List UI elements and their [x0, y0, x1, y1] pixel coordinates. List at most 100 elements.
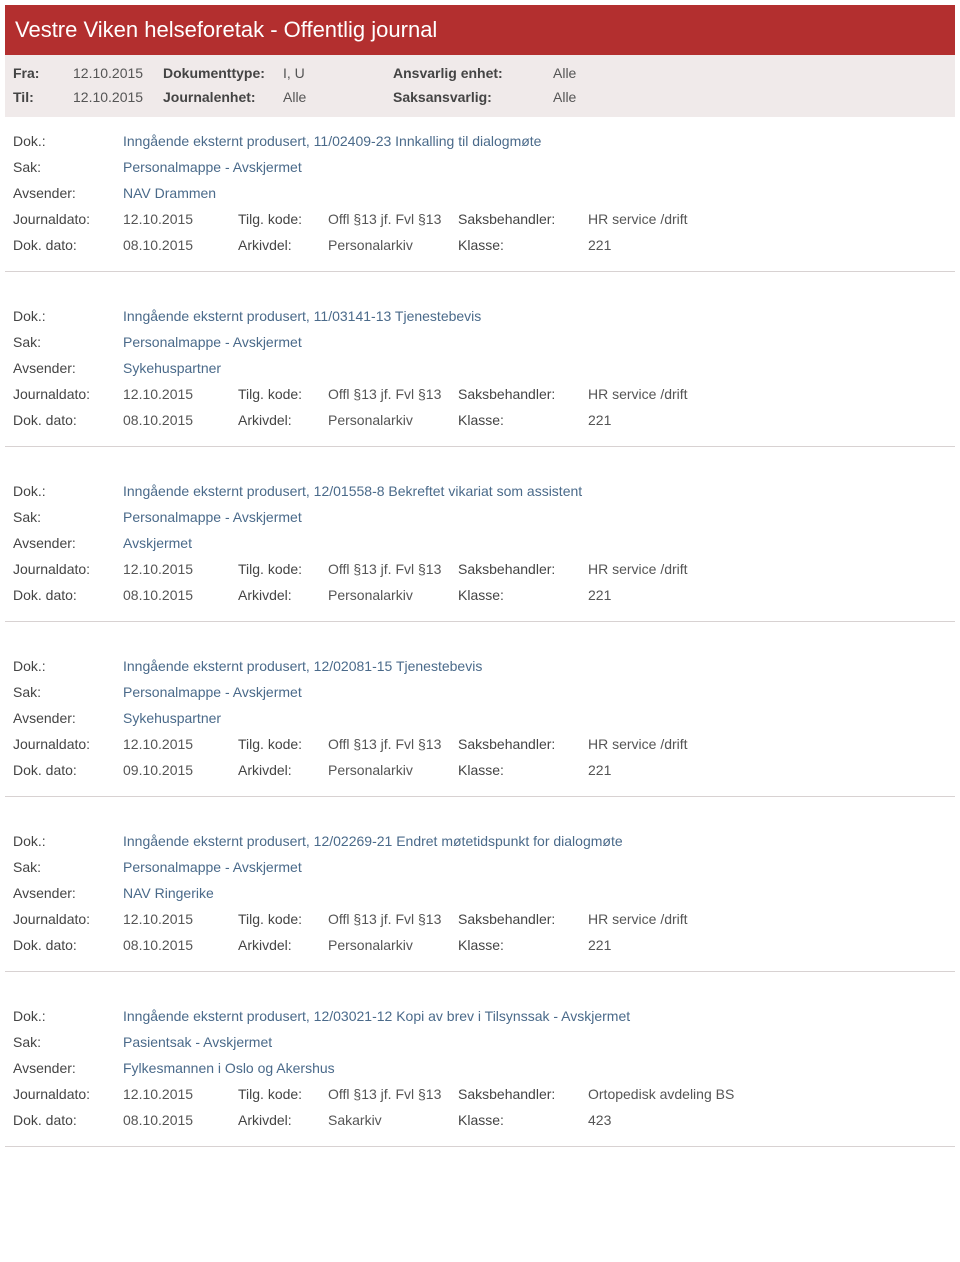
ansvarlig-value: Alle — [553, 65, 673, 81]
arkivdel-label: Arkivdel: — [238, 412, 328, 428]
saksbehandler-label: Saksbehandler: — [458, 211, 588, 227]
tilgkode-label: Tilg. kode: — [238, 736, 328, 752]
saksansvarlig-value: Alle — [553, 89, 673, 105]
entry-gap — [5, 447, 955, 467]
dokdato-value: 08.10.2015 — [123, 412, 238, 428]
arkivdel-label: Arkivdel: — [238, 1112, 328, 1128]
entry-gap — [5, 972, 955, 992]
avsender-label: Avsender: — [13, 360, 123, 376]
entries-container: Dok.: Inngående eksternt produsert, 11/0… — [5, 117, 955, 1147]
saksbehandler-value: HR service /drift — [588, 561, 758, 577]
dok-value[interactable]: Inngående eksternt produsert, 12/02269-2… — [123, 833, 947, 849]
journaldato-label: Journaldato: — [13, 211, 123, 227]
tilgkode-label: Tilg. kode: — [238, 386, 328, 402]
dok-label: Dok.: — [13, 1008, 123, 1024]
tilgkode-value: Offl §13 jf. Fvl §13 — [328, 736, 458, 752]
saksbehandler-value: HR service /drift — [588, 911, 758, 927]
sak-label: Sak: — [13, 159, 123, 175]
sak-label: Sak: — [13, 334, 123, 350]
journaldato-value: 12.10.2015 — [123, 1086, 238, 1102]
tilgkode-value: Offl §13 jf. Fvl §13 — [328, 1086, 458, 1102]
avsender-value: NAV Ringerike — [123, 885, 947, 901]
dokdato-value: 08.10.2015 — [123, 1112, 238, 1128]
journal-entry: Dok.: Inngående eksternt produsert, 12/0… — [5, 992, 955, 1147]
klasse-label: Klasse: — [458, 937, 588, 953]
dok-label: Dok.: — [13, 483, 123, 499]
saksbehandler-value: Ortopedisk avdeling BS — [588, 1086, 758, 1102]
avsender-value: Sykehuspartner — [123, 710, 947, 726]
dok-value[interactable]: Inngående eksternt produsert, 11/03141-1… — [123, 308, 947, 324]
entry-gap — [5, 622, 955, 642]
tilgkode-label: Tilg. kode: — [238, 1086, 328, 1102]
tilgkode-label: Tilg. kode: — [238, 211, 328, 227]
avsender-label: Avsender: — [13, 710, 123, 726]
tilgkode-value: Offl §13 jf. Fvl §13 — [328, 561, 458, 577]
journalenhet-label: Journalenhet: — [163, 89, 283, 105]
sak-value[interactable]: Pasientsak - Avskjermet — [123, 1034, 947, 1050]
journaldato-value: 12.10.2015 — [123, 736, 238, 752]
arkivdel-value: Personalarkiv — [328, 587, 458, 603]
sak-value[interactable]: Personalmappe - Avskjermet — [123, 159, 947, 175]
journaldato-label: Journaldato: — [13, 386, 123, 402]
avsender-label: Avsender: — [13, 185, 123, 201]
arkivdel-value: Personalarkiv — [328, 762, 458, 778]
dokdato-label: Dok. dato: — [13, 587, 123, 603]
sak-label: Sak: — [13, 684, 123, 700]
tilgkode-value: Offl §13 jf. Fvl §13 — [328, 211, 458, 227]
sak-label: Sak: — [13, 859, 123, 875]
saksbehandler-label: Saksbehandler: — [458, 736, 588, 752]
dokdato-value: 09.10.2015 — [123, 762, 238, 778]
fra-value: 12.10.2015 — [73, 65, 163, 81]
tilgkode-label: Tilg. kode: — [238, 561, 328, 577]
klasse-value: 423 — [588, 1112, 758, 1128]
sak-label: Sak: — [13, 509, 123, 525]
klasse-value: 221 — [588, 937, 758, 953]
dok-value[interactable]: Inngående eksternt produsert, 12/03021-1… — [123, 1008, 947, 1024]
sak-value[interactable]: Personalmappe - Avskjermet — [123, 684, 947, 700]
dok-label: Dok.: — [13, 133, 123, 149]
journaldato-value: 12.10.2015 — [123, 561, 238, 577]
klasse-label: Klasse: — [458, 412, 588, 428]
dok-value[interactable]: Inngående eksternt produsert, 11/02409-2… — [123, 133, 947, 149]
dok-label: Dok.: — [13, 833, 123, 849]
arkivdel-label: Arkivdel: — [238, 237, 328, 253]
dokdato-label: Dok. dato: — [13, 762, 123, 778]
saksbehandler-label: Saksbehandler: — [458, 386, 588, 402]
journaldato-label: Journaldato: — [13, 1086, 123, 1102]
dok-value[interactable]: Inngående eksternt produsert, 12/01558-8… — [123, 483, 947, 499]
saksbehandler-label: Saksbehandler: — [458, 911, 588, 927]
klasse-label: Klasse: — [458, 237, 588, 253]
journal-page: Vestre Viken helseforetak - Offentlig jo… — [0, 0, 960, 1152]
journal-entry: Dok.: Inngående eksternt produsert, 11/0… — [5, 117, 955, 272]
avsender-value: NAV Drammen — [123, 185, 947, 201]
journaldato-label: Journaldato: — [13, 561, 123, 577]
saksbehandler-value: HR service /drift — [588, 386, 758, 402]
til-label: Til: — [13, 89, 73, 105]
sak-value[interactable]: Personalmappe - Avskjermet — [123, 334, 947, 350]
journaldato-label: Journaldato: — [13, 911, 123, 927]
dokdato-value: 08.10.2015 — [123, 937, 238, 953]
journal-entry: Dok.: Inngående eksternt produsert, 12/0… — [5, 817, 955, 972]
klasse-label: Klasse: — [458, 587, 588, 603]
tilgkode-label: Tilg. kode: — [238, 911, 328, 927]
journaldato-value: 12.10.2015 — [123, 211, 238, 227]
arkivdel-label: Arkivdel: — [238, 937, 328, 953]
avsender-label: Avsender: — [13, 885, 123, 901]
arkivdel-value: Personalarkiv — [328, 937, 458, 953]
klasse-value: 221 — [588, 237, 758, 253]
sak-value[interactable]: Personalmappe - Avskjermet — [123, 859, 947, 875]
saksbehandler-value: HR service /drift — [588, 736, 758, 752]
dokdato-value: 08.10.2015 — [123, 237, 238, 253]
saksbehandler-label: Saksbehandler: — [458, 1086, 588, 1102]
entry-gap — [5, 272, 955, 292]
dok-label: Dok.: — [13, 308, 123, 324]
saksansvarlig-label: Saksansvarlig: — [393, 89, 553, 105]
arkivdel-label: Arkivdel: — [238, 587, 328, 603]
dok-value[interactable]: Inngående eksternt produsert, 12/02081-1… — [123, 658, 947, 674]
arkivdel-value: Personalarkiv — [328, 237, 458, 253]
dokdato-label: Dok. dato: — [13, 412, 123, 428]
doktype-value: I, U — [283, 65, 393, 81]
journaldato-label: Journaldato: — [13, 736, 123, 752]
sak-value[interactable]: Personalmappe - Avskjermet — [123, 509, 947, 525]
arkivdel-value: Personalarkiv — [328, 412, 458, 428]
